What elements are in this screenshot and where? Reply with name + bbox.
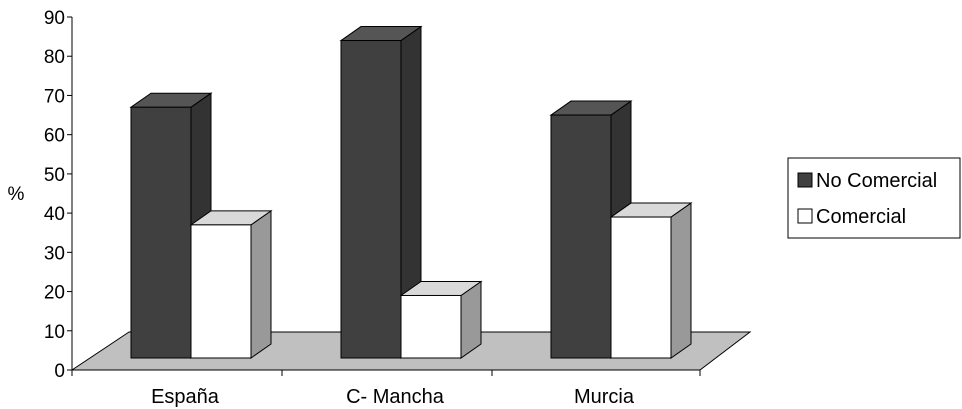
bar-comercial-espana	[189, 209, 273, 359]
y-tick-label-60: 60	[44, 126, 65, 147]
bar-front	[340, 40, 402, 359]
x-tick-label-c-mancha: C- Mancha	[346, 386, 445, 408]
y-tick-label-20: 20	[44, 283, 65, 304]
y-axis-label: %	[8, 184, 25, 205]
y-tick-label-90: 90	[44, 8, 65, 29]
y-axis: % 0 10 20 30 40 50 60 70 80 90	[8, 8, 73, 382]
legend[interactable]: No Comercial Comercial	[787, 157, 961, 239]
y-tick-label-0: 0	[54, 361, 65, 382]
y-tick-label-80: 80	[44, 47, 65, 68]
bar-comercial-c-mancha	[399, 280, 483, 359]
legend-box	[787, 157, 961, 239]
legend-swatch-no-comercial	[797, 172, 813, 188]
bar-front	[130, 106, 192, 359]
y-tick-label-50: 50	[44, 165, 65, 186]
bar-no-comercial-c-mancha	[339, 25, 423, 359]
y-tick-label-30: 30	[44, 243, 65, 264]
y-tick-label-10: 10	[44, 322, 65, 343]
x-axis: España C- Mancha Murcia	[71, 369, 701, 408]
legend-swatch-comercial	[797, 208, 813, 224]
y-tick-label-40: 40	[44, 204, 65, 225]
x-tick-label-murcia: Murcia	[574, 386, 635, 408]
bar-side	[670, 202, 692, 359]
y-tick-label-70: 70	[44, 86, 65, 107]
bar-front	[400, 294, 462, 359]
x-tick-label-espana: España	[151, 386, 220, 408]
bars	[129, 25, 693, 359]
bar-front	[190, 224, 252, 359]
bar-side	[250, 209, 272, 359]
bar-front	[610, 216, 672, 359]
legend-label-no-comercial: No Comercial	[816, 170, 937, 192]
bar-front	[550, 114, 612, 359]
legend-label-comercial: Comercial	[816, 206, 906, 228]
bar-comercial-murcia	[609, 202, 693, 359]
